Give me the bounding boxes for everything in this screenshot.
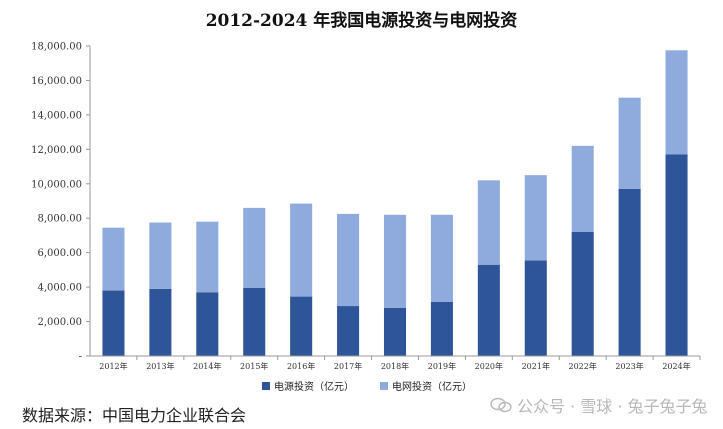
bar-grid-2019年 bbox=[430, 214, 453, 302]
y-tick-label: 8,000.00 bbox=[37, 214, 82, 225]
bar-power-source-2014年 bbox=[196, 292, 219, 356]
x-tick-label: 2017年 bbox=[334, 361, 362, 371]
x-tick-label: 2020年 bbox=[475, 361, 503, 371]
bar-grid-2013年 bbox=[149, 222, 172, 289]
bar-grid-2017年 bbox=[337, 213, 360, 307]
x-tick-label: 2019年 bbox=[428, 361, 456, 371]
source-note: 数据来源：中国电力企业联合会 bbox=[22, 406, 247, 425]
bars-group bbox=[102, 50, 688, 356]
x-tick-label: 2021年 bbox=[522, 361, 550, 371]
y-tick-label: 16,000.00 bbox=[31, 76, 82, 87]
y-tick-label: 2,000.00 bbox=[37, 317, 82, 328]
bar-power-source-2016年 bbox=[290, 296, 313, 356]
chart-title: 2012-2024 年我国电源投资与电网投资 bbox=[205, 11, 518, 31]
legend-item-grid: 电网投资（亿元） bbox=[380, 378, 472, 393]
legend-swatch-power-source bbox=[262, 381, 270, 390]
bar-power-source-2018年 bbox=[383, 307, 407, 356]
bar-power-source-2020年 bbox=[477, 264, 500, 356]
bar-grid-2014年 bbox=[196, 221, 219, 293]
legend-swatch-grid bbox=[380, 381, 388, 390]
bar-power-source-2017年 bbox=[337, 306, 360, 356]
x-tick-label: 2024年 bbox=[662, 361, 690, 371]
bar-power-source-2022年 bbox=[571, 232, 594, 356]
bar-power-source-2019年 bbox=[430, 301, 453, 356]
bar-grid-2021年 bbox=[524, 175, 547, 261]
legend-item-power-source: 电源投资（亿元） bbox=[262, 378, 354, 393]
bar-grid-2024年 bbox=[665, 50, 688, 155]
x-tick-label: 2013年 bbox=[146, 361, 174, 371]
y-tick-label: 6,000.00 bbox=[37, 248, 82, 259]
legend-label-power-source: 电源投资（亿元） bbox=[274, 382, 354, 393]
bar-grid-2016年 bbox=[290, 203, 313, 297]
bar-power-source-2015年 bbox=[243, 287, 266, 356]
legend: 电源投资（亿元） 电网投资（亿元） bbox=[262, 378, 472, 393]
x-tick-label: 2012年 bbox=[99, 361, 127, 371]
y-tick-label: 4,000.00 bbox=[37, 283, 82, 294]
bar-grid-2018年 bbox=[383, 214, 407, 308]
x-tick-label: 2022年 bbox=[569, 361, 597, 371]
x-tick-label: 2015年 bbox=[240, 361, 268, 371]
watermark-text: 公众号 · 雪球 · 兔子兔子兔 bbox=[517, 397, 708, 416]
bar-power-source-2024年 bbox=[665, 154, 688, 356]
y-tick-label: - bbox=[79, 352, 82, 363]
wechat-icon bbox=[490, 397, 512, 413]
legend-label-grid: 电网投资（亿元） bbox=[392, 382, 472, 393]
watermark: 公众号 · 雪球 · 兔子兔子兔 bbox=[490, 393, 708, 417]
y-tick-label: 14,000.00 bbox=[31, 110, 82, 121]
x-tick-label: 2016年 bbox=[287, 361, 315, 371]
bar-grid-2023年 bbox=[618, 97, 641, 189]
y-tick-label: 12,000.00 bbox=[31, 145, 82, 156]
bar-grid-2012年 bbox=[102, 227, 125, 291]
y-tick-label: 10,000.00 bbox=[31, 179, 82, 190]
bar-power-source-2021年 bbox=[524, 260, 547, 356]
x-tick-label: 2018年 bbox=[381, 361, 409, 371]
y-tick-label: 18,000.00 bbox=[31, 42, 82, 53]
y-axis: - 2,000.00 4,000.00 6,000.00 8,000.00 10,000.… bbox=[31, 42, 91, 363]
bar-grid-2015年 bbox=[243, 207, 266, 288]
bar-grid-2022年 bbox=[571, 145, 594, 232]
x-tick-label: 2023年 bbox=[615, 361, 643, 371]
x-tick-label: 2014年 bbox=[193, 361, 221, 371]
bar-power-source-2013年 bbox=[149, 288, 172, 356]
bar-grid-2020年 bbox=[477, 180, 500, 265]
bar-power-source-2012年 bbox=[102, 290, 125, 356]
x-axis: 2012年 2013年 2014年 2015年 2016年 2017年 2018年 2019年… bbox=[90, 355, 701, 371]
bar-power-source-2023年 bbox=[618, 188, 641, 356]
